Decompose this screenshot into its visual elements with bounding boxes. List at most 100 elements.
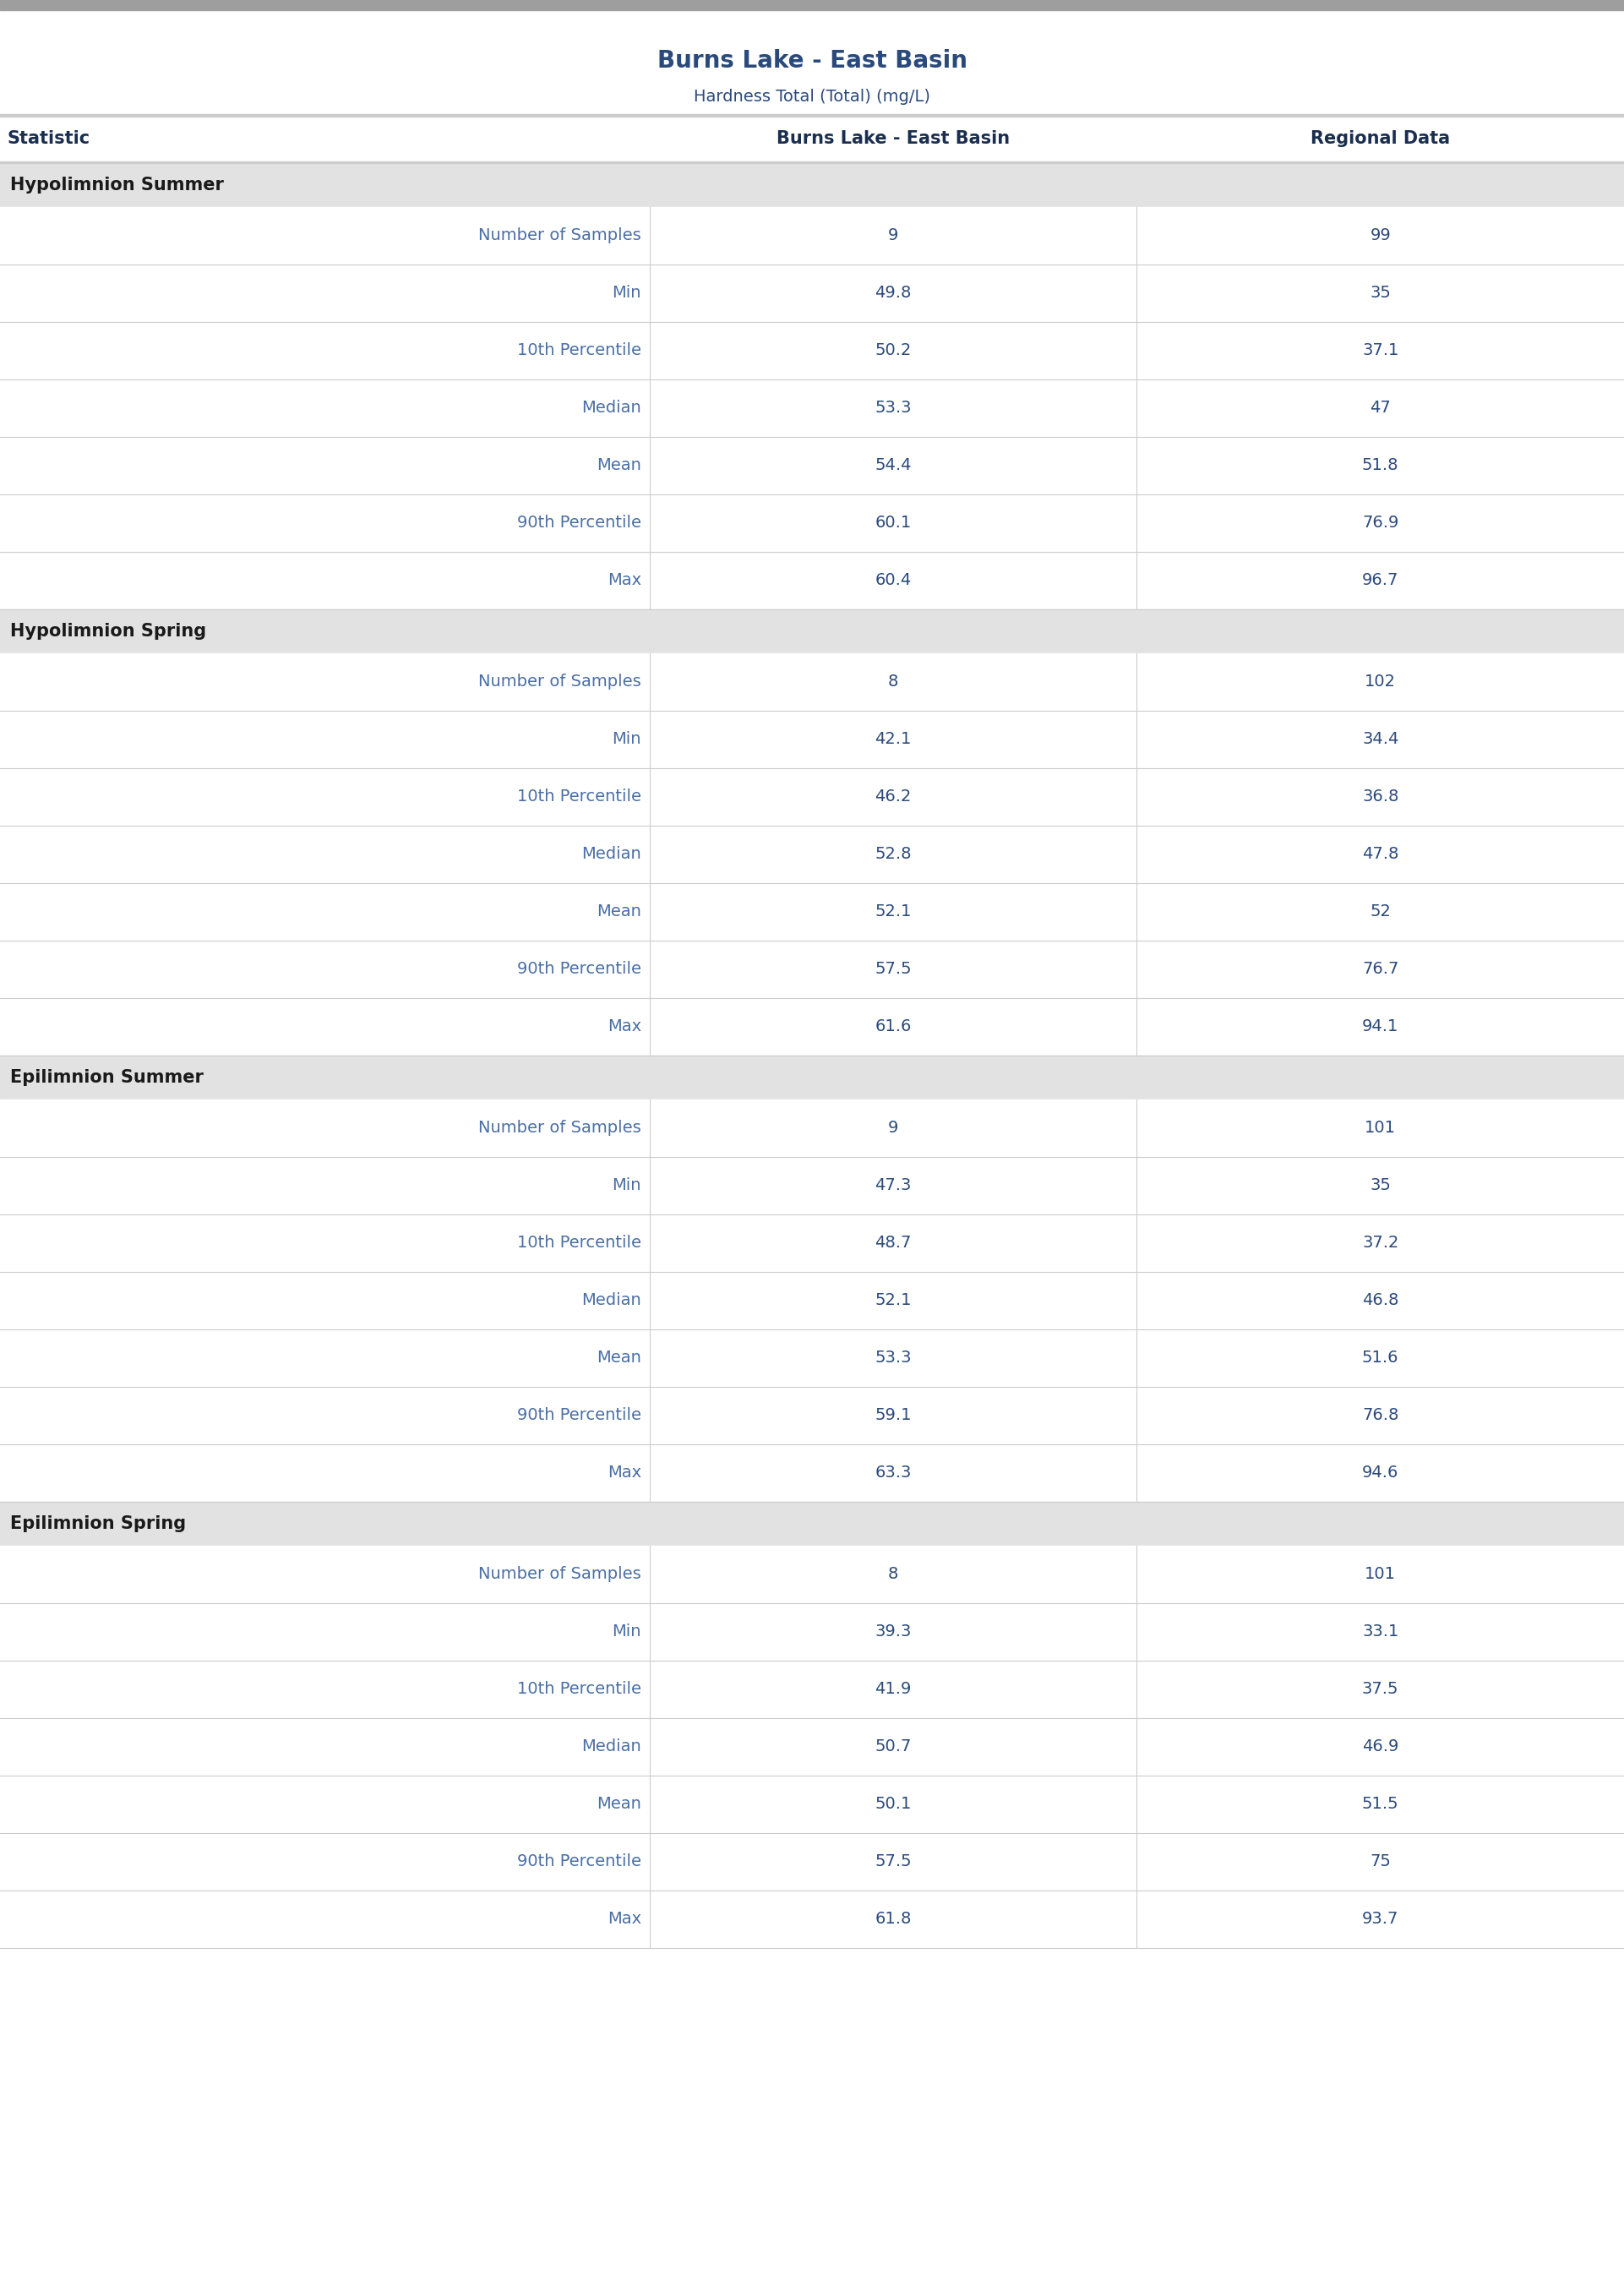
Text: 47: 47 — [1371, 400, 1390, 415]
Bar — [0, 711, 1624, 767]
Bar — [0, 1546, 1624, 1603]
Text: 60.4: 60.4 — [875, 572, 911, 588]
Text: 8: 8 — [888, 1566, 898, 1582]
Text: 47.8: 47.8 — [1363, 847, 1398, 863]
Text: 102: 102 — [1364, 674, 1397, 690]
Text: 76.9: 76.9 — [1363, 515, 1398, 531]
Text: 39.3: 39.3 — [875, 1623, 911, 1639]
Text: 46.9: 46.9 — [1363, 1739, 1398, 1755]
Bar — [0, 767, 1624, 826]
Text: Hypolimnion Summer: Hypolimnion Summer — [10, 177, 224, 193]
Text: 53.3: 53.3 — [875, 1351, 911, 1367]
Bar — [0, 1444, 1624, 1503]
Text: 50.7: 50.7 — [875, 1739, 911, 1755]
Text: Number of Samples: Number of Samples — [479, 227, 641, 243]
Text: 41.9: 41.9 — [875, 1682, 911, 1698]
Bar — [0, 826, 1624, 883]
Text: 52.8: 52.8 — [875, 847, 911, 863]
Text: 36.8: 36.8 — [1363, 790, 1398, 806]
Text: 59.1: 59.1 — [875, 1407, 911, 1423]
Text: 60.1: 60.1 — [875, 515, 911, 531]
Bar — [0, 654, 1624, 711]
Bar — [0, 379, 1624, 436]
Text: 9: 9 — [888, 227, 898, 243]
Bar — [0, 608, 1624, 654]
Text: Hardness Total (Total) (mg/L): Hardness Total (Total) (mg/L) — [693, 89, 931, 104]
Bar — [0, 1387, 1624, 1444]
Bar — [0, 322, 1624, 379]
Text: Median: Median — [581, 400, 641, 415]
Text: Min: Min — [612, 1178, 641, 1194]
Text: 47.3: 47.3 — [875, 1178, 911, 1194]
Bar — [0, 1158, 1624, 1214]
Text: 8: 8 — [888, 674, 898, 690]
Text: 52: 52 — [1371, 903, 1390, 919]
Text: 90th Percentile: 90th Percentile — [516, 1407, 641, 1423]
Text: Median: Median — [581, 847, 641, 863]
Text: 10th Percentile: 10th Percentile — [516, 790, 641, 806]
Text: Burns Lake - East Basin: Burns Lake - East Basin — [658, 50, 966, 73]
Text: Max: Max — [607, 1464, 641, 1480]
Text: 57.5: 57.5 — [875, 1855, 911, 1870]
Bar — [0, 1099, 1624, 1158]
Text: 49.8: 49.8 — [875, 286, 911, 302]
Text: Number of Samples: Number of Samples — [479, 1566, 641, 1582]
Bar — [0, 266, 1624, 322]
Bar — [0, 436, 1624, 495]
Text: 37.5: 37.5 — [1363, 1682, 1398, 1698]
Bar — [0, 207, 1624, 266]
Text: Mean: Mean — [596, 459, 641, 474]
Bar — [0, 114, 1624, 116]
Text: 94.1: 94.1 — [1363, 1019, 1398, 1035]
Bar — [0, 883, 1624, 940]
Bar — [0, 1662, 1624, 1718]
Bar — [0, 1330, 1624, 1387]
Bar — [0, 1718, 1624, 1775]
Text: 94.6: 94.6 — [1363, 1464, 1398, 1480]
Bar — [0, 163, 1624, 207]
Text: 63.3: 63.3 — [875, 1464, 911, 1480]
Text: Statistic: Statistic — [6, 129, 89, 148]
Text: 10th Percentile: 10th Percentile — [516, 1235, 641, 1251]
Bar — [0, 1503, 1624, 1546]
Bar — [0, 1603, 1624, 1662]
Text: 46.2: 46.2 — [875, 790, 911, 806]
Bar — [0, 999, 1624, 1056]
Text: Median: Median — [581, 1292, 641, 1310]
Text: 54.4: 54.4 — [875, 459, 911, 474]
Text: 50.1: 50.1 — [875, 1796, 911, 1811]
Text: 51.5: 51.5 — [1363, 1796, 1398, 1811]
Text: 37.1: 37.1 — [1363, 343, 1398, 359]
Text: Regional Data: Regional Data — [1311, 129, 1450, 148]
Bar — [0, 495, 1624, 552]
Text: Min: Min — [612, 731, 641, 747]
Text: Mean: Mean — [596, 903, 641, 919]
Text: 57.5: 57.5 — [875, 960, 911, 978]
Text: 10th Percentile: 10th Percentile — [516, 343, 641, 359]
Bar — [0, 1271, 1624, 1330]
Text: 75: 75 — [1371, 1855, 1390, 1870]
Text: 35: 35 — [1371, 1178, 1390, 1194]
Text: Epilimnion Summer: Epilimnion Summer — [10, 1069, 203, 1085]
Text: Number of Samples: Number of Samples — [479, 1119, 641, 1137]
Text: 51.6: 51.6 — [1363, 1351, 1398, 1367]
Bar — [0, 1775, 1624, 1834]
Text: Mean: Mean — [596, 1351, 641, 1367]
Text: Max: Max — [607, 572, 641, 588]
Text: 42.1: 42.1 — [875, 731, 911, 747]
Bar — [0, 0, 1624, 9]
Text: Min: Min — [612, 1623, 641, 1639]
Text: 52.1: 52.1 — [875, 1292, 911, 1310]
Text: Number of Samples: Number of Samples — [479, 674, 641, 690]
Text: 9: 9 — [888, 1119, 898, 1137]
Bar — [0, 1834, 1624, 1891]
Text: Burns Lake - East Basin: Burns Lake - East Basin — [776, 129, 1010, 148]
Text: 96.7: 96.7 — [1363, 572, 1398, 588]
Text: 101: 101 — [1364, 1566, 1397, 1582]
Text: 33.1: 33.1 — [1363, 1623, 1398, 1639]
Bar — [0, 1214, 1624, 1271]
Text: 90th Percentile: 90th Percentile — [516, 1855, 641, 1870]
Text: 52.1: 52.1 — [875, 903, 911, 919]
Text: 10th Percentile: 10th Percentile — [516, 1682, 641, 1698]
Text: Min: Min — [612, 286, 641, 302]
